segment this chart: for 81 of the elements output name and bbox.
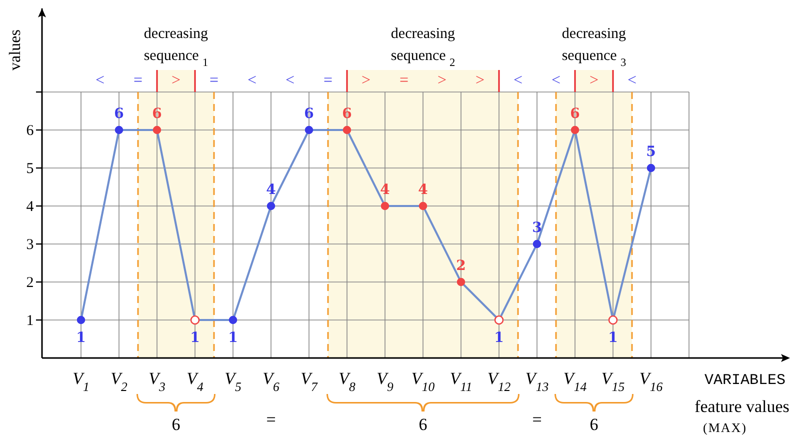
- text: 6: [418, 415, 428, 434]
- annotation: =: [323, 72, 333, 89]
- point: [456, 278, 466, 286]
- y-tick-label: 6: [26, 123, 34, 139]
- x-tick-label: V$_{10}$: [411, 369, 436, 394]
- annotation: >: [171, 72, 181, 89]
- text: =: [266, 410, 276, 429]
- x-tick-label: V$_{7}$: [300, 369, 318, 394]
- point: [418, 202, 428, 210]
- data-label: 1: [190, 330, 200, 346]
- x-tick-label: V$_{5}$: [224, 369, 242, 394]
- data-label: 4: [380, 182, 390, 198]
- annotation: =: [399, 72, 409, 89]
- point: [608, 315, 618, 325]
- y-tick-label: 2: [26, 275, 34, 291]
- point: [152, 126, 162, 134]
- point: [114, 126, 124, 134]
- point: [190, 315, 200, 325]
- data-label: 6: [114, 106, 124, 122]
- x-tick-label: V$_{2}$: [110, 369, 128, 394]
- text: (MAX): [703, 420, 747, 435]
- band-label: decreasing sequence $_{2}$: [390, 26, 456, 69]
- annotation: >: [589, 72, 599, 89]
- x-tick-label: V$_{15}$: [601, 369, 625, 394]
- x-tick-label: V$_{11}$: [450, 369, 472, 394]
- text: =: [532, 410, 542, 429]
- band-label: decreasing sequence $_{1}$: [144, 26, 209, 69]
- data-label: 6: [342, 106, 352, 122]
- annotation: >: [437, 72, 447, 89]
- data-label: 6: [152, 106, 162, 122]
- point: [76, 316, 86, 324]
- x-tick-label: V$_{13}$: [525, 369, 549, 394]
- data-label: 4: [418, 182, 428, 198]
- x-tick-label: V$_{3}$: [148, 369, 166, 394]
- y-tick-label: 3: [26, 237, 34, 253]
- annotation: =: [133, 72, 143, 89]
- annotation: <: [285, 72, 295, 89]
- x-tick-label: V$_{16}$: [639, 369, 664, 394]
- data-label: 4: [266, 182, 276, 198]
- y-tick-label: 5: [26, 161, 34, 177]
- x-tick-label: V$_{12}$: [487, 369, 512, 394]
- data-label: 2: [456, 258, 466, 274]
- point: [342, 126, 352, 134]
- point: [228, 316, 238, 324]
- annotation: >: [475, 72, 485, 89]
- x-tick-label: V$_{6}$: [262, 369, 280, 394]
- y-axis-title: values: [7, 30, 24, 70]
- annotation: <: [551, 72, 561, 89]
- text: feature values: [694, 397, 790, 416]
- x-tick-label: V$_{4}$: [186, 369, 204, 394]
- point: [380, 202, 390, 210]
- data-label: 5: [646, 144, 656, 160]
- annotation: <: [95, 72, 105, 89]
- data-label: 1: [608, 330, 618, 346]
- text: 6: [590, 415, 598, 434]
- x-tick-label: V$_{8}$: [338, 369, 356, 394]
- text: 6: [172, 415, 180, 434]
- y-tick-label: 1: [26, 313, 34, 329]
- point: [266, 202, 276, 210]
- data-label: 1: [76, 330, 86, 346]
- point: [646, 164, 656, 172]
- x-tick-label: V$_{14}$: [563, 369, 588, 394]
- x-tick-label: V$_{9}$: [376, 369, 394, 394]
- data-label: 6: [304, 106, 314, 122]
- annotation: =: [209, 72, 219, 89]
- y-tick-label: 4: [26, 199, 34, 215]
- x-axis-title: VARIABLES: [704, 372, 786, 389]
- annotation: <: [627, 72, 637, 89]
- annotation: >: [361, 72, 371, 89]
- point: [570, 126, 580, 134]
- point: [494, 315, 504, 325]
- data-label: 3: [532, 220, 542, 236]
- point: [304, 126, 314, 134]
- point: [532, 240, 542, 248]
- annotation: <: [247, 72, 257, 89]
- data-label: 1: [228, 330, 238, 346]
- x-tick-label: V$_{1}$: [72, 369, 90, 394]
- data-label: 1: [494, 330, 504, 346]
- band-label: decreasing sequence $_{3}$: [562, 26, 627, 69]
- annotation: <: [513, 72, 523, 89]
- data-label: 6: [570, 106, 580, 122]
